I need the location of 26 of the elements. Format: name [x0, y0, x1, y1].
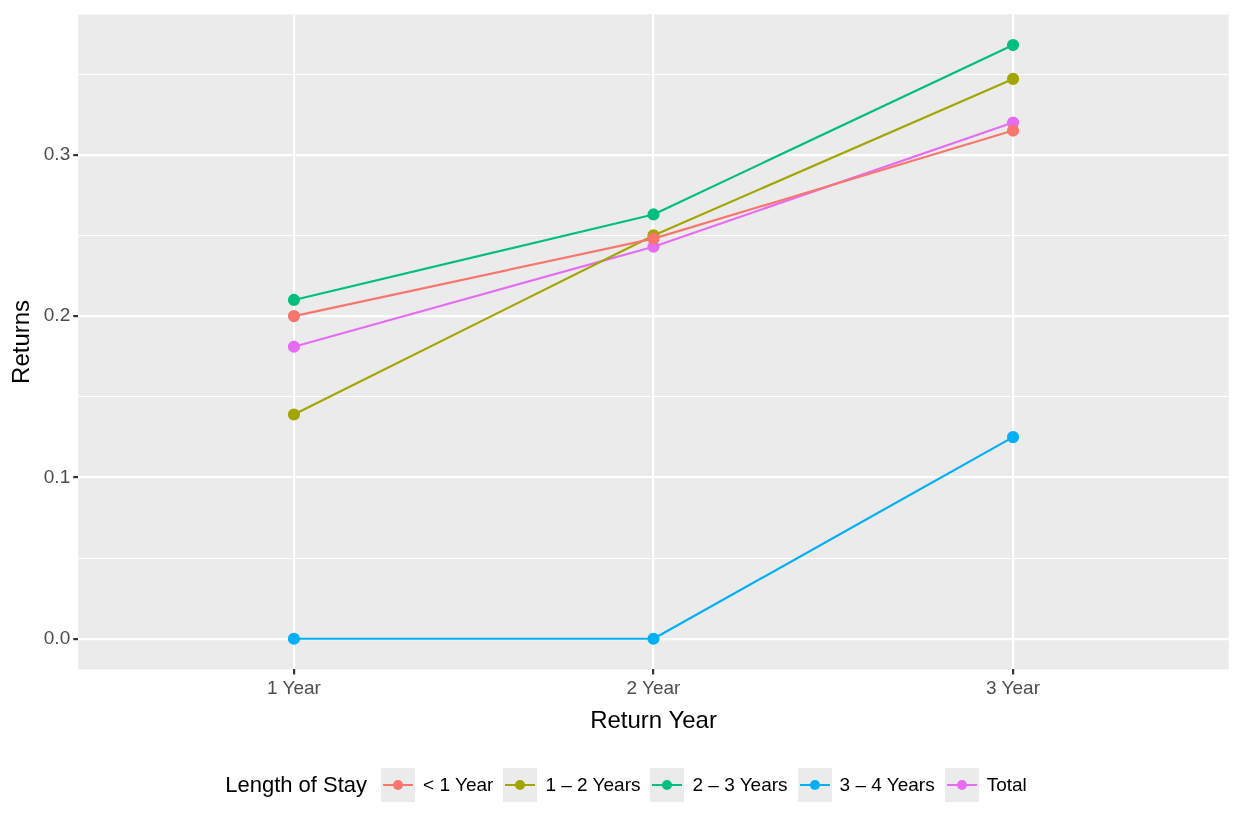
- y-tick-label: 0.3: [43, 142, 71, 164]
- point: [1006, 430, 1020, 444]
- y-tick-label: 0.2: [43, 304, 71, 326]
- y-tick-label: 0.0: [43, 626, 71, 648]
- legend-label: 1 – 2 Years: [545, 774, 641, 796]
- legend-label: Total: [986, 774, 1027, 796]
- point: [287, 632, 301, 645]
- y-tick-label: 0.1: [43, 465, 71, 487]
- y-axis-title: Returns: [7, 299, 35, 384]
- legend-title: Length of Stay: [225, 772, 368, 798]
- point: [1006, 124, 1020, 137]
- point: [1006, 38, 1020, 52]
- point: [287, 309, 301, 323]
- legend-label: 2 – 3 Years: [692, 774, 788, 796]
- x-axis-title: Return Year: [590, 706, 717, 734]
- point: [287, 293, 301, 307]
- legend-label: < 1 Year: [423, 774, 494, 796]
- x-tick-label: 2 Year: [626, 677, 682, 699]
- point: [647, 632, 660, 645]
- point: [287, 408, 301, 421]
- point: [1006, 72, 1020, 86]
- x-tick-label: 1 Year: [266, 677, 322, 699]
- point: [647, 208, 660, 221]
- x-tick-label: 3 Year: [986, 677, 1041, 699]
- legend-label: 3 – 4 Years: [839, 774, 935, 796]
- point: [287, 340, 301, 353]
